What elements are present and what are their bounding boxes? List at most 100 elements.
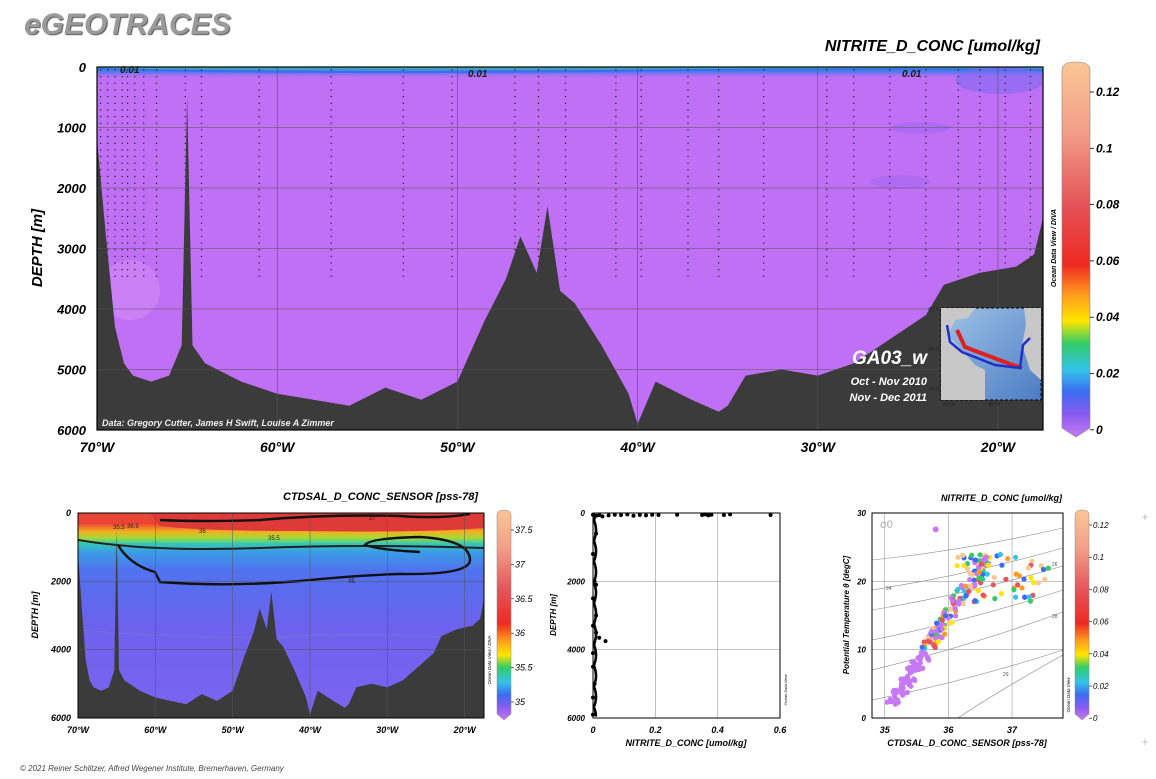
profile-point	[594, 588, 598, 592]
station-sample	[155, 169, 158, 171]
station-sample	[763, 229, 765, 231]
station-sample	[718, 142, 720, 144]
station-sample	[514, 102, 516, 105]
station-sample	[826, 209, 828, 211]
station-sample	[99, 89, 102, 91]
station-sample	[925, 129, 927, 131]
station-sample	[640, 222, 642, 224]
ts-point	[985, 562, 991, 568]
salinity-y-axis-label: DEPTH [m]	[30, 590, 40, 638]
station-sample	[640, 182, 642, 184]
station-sample	[451, 149, 453, 151]
station-sample	[564, 122, 567, 125]
station-sample	[957, 142, 959, 144]
station-sample	[1004, 69, 1006, 71]
station-sample	[143, 109, 145, 111]
profile-point	[594, 611, 598, 615]
station-sample	[957, 155, 959, 158]
station-sample	[258, 109, 260, 111]
station-sample	[1029, 149, 1032, 151]
station-sample	[853, 275, 855, 277]
profile-point	[594, 570, 598, 574]
station-sample	[451, 189, 453, 191]
ts-point	[961, 588, 968, 595]
station-sample	[763, 89, 765, 91]
station-sample	[114, 69, 116, 71]
isopycnal-line	[871, 547, 1064, 591]
ts-point	[916, 665, 922, 671]
station-sample	[258, 89, 260, 91]
y-tick-label: 20	[856, 577, 866, 586]
contour-label: 35	[348, 579, 355, 585]
station-sample	[402, 255, 404, 258]
station-sample	[537, 89, 540, 91]
y-tick-label: 4000	[50, 645, 71, 655]
station-sample	[537, 129, 540, 131]
station-sample	[134, 102, 136, 105]
isopycnal-label: 26	[1052, 562, 1058, 568]
station-sample	[155, 249, 158, 251]
station-sample	[330, 76, 332, 78]
station-sample	[155, 189, 158, 191]
station-sample	[143, 229, 145, 231]
station-sample	[957, 175, 959, 178]
profile-point	[594, 613, 598, 617]
station-sample	[330, 95, 332, 98]
station-sample	[1004, 129, 1006, 131]
station-sample	[763, 76, 765, 78]
station-sample	[155, 229, 158, 231]
station-sample	[514, 122, 516, 125]
station-sample	[134, 135, 136, 138]
station-sample	[1029, 189, 1032, 191]
station-sample	[126, 129, 129, 131]
station-sample	[718, 209, 720, 211]
station-sample	[126, 235, 129, 238]
station-sample	[687, 149, 689, 151]
station-sample	[451, 169, 453, 171]
station-sample	[143, 275, 145, 277]
station-sample	[107, 109, 109, 111]
station-sample	[126, 195, 129, 198]
station-sample	[99, 109, 102, 111]
station-sample	[258, 262, 260, 264]
ts-point	[960, 600, 966, 607]
station-sample	[114, 135, 116, 138]
station-sample	[615, 149, 617, 151]
colorbar-tick-label: 0	[1096, 423, 1103, 437]
station-sample	[330, 102, 332, 105]
station-sample	[143, 209, 145, 211]
station-sample	[143, 222, 145, 224]
contour-label: 37	[369, 516, 376, 522]
station-sample	[925, 109, 927, 111]
station-sample	[640, 69, 642, 71]
station-sample	[615, 242, 617, 244]
station-sample	[925, 135, 927, 138]
station-sample	[451, 162, 453, 164]
station-sample	[763, 122, 765, 125]
station-sample	[564, 222, 567, 224]
surface-contour-line	[97, 68, 1043, 74]
station-sample	[121, 109, 123, 111]
station-sample	[330, 129, 332, 131]
profile-point	[594, 551, 598, 555]
station-sample	[687, 182, 689, 184]
station-sample	[330, 109, 332, 111]
station-sample	[99, 135, 102, 138]
profile-point	[593, 515, 597, 518]
inset-land-americas	[941, 308, 985, 400]
profile-point	[594, 609, 598, 613]
station-sample	[687, 209, 689, 211]
station-sample	[564, 182, 567, 184]
station-sample	[200, 202, 203, 204]
station-sample	[107, 135, 109, 138]
station-sample	[615, 102, 617, 105]
station-sample	[126, 209, 129, 211]
station-sample	[889, 135, 891, 138]
station-sample	[121, 169, 123, 171]
station-sample	[134, 269, 136, 271]
station-sample	[114, 149, 116, 151]
station-sample	[126, 275, 129, 277]
station-sample	[853, 215, 855, 218]
station-sample	[200, 242, 203, 244]
cruise-track-blue	[945, 324, 1031, 370]
